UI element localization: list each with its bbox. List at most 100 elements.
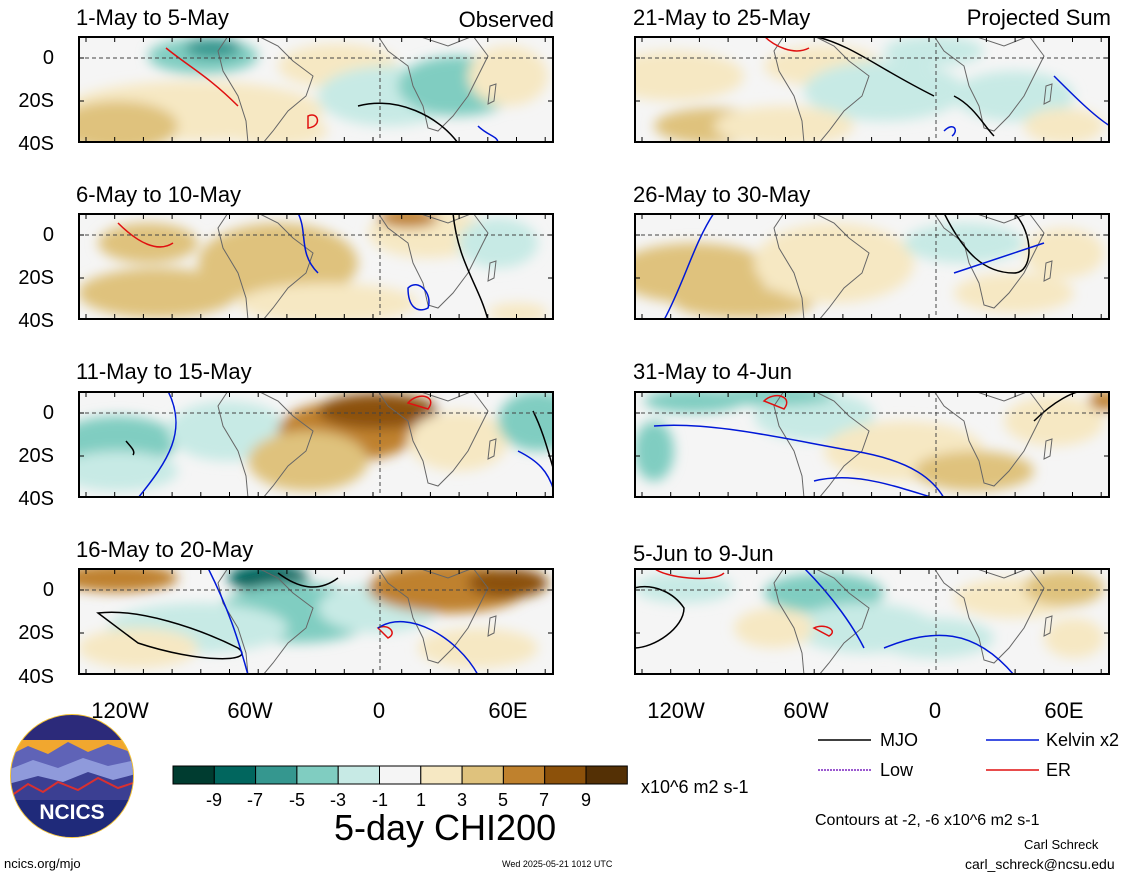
ncics-logo: NCICS [10,714,134,838]
panel-title-7: 31-May to 4-Jun [633,359,792,384]
wave-contour [165,47,239,107]
colorbar-swatch [461,765,504,785]
panel-label-observed: Observed [458,7,554,32]
wave-contour [653,568,725,580]
wave-contour [812,625,834,637]
anomaly-region [78,268,238,318]
colorbar-title: 5-day CHI200 [334,807,557,848]
colorbar-units: x10^6 m2 s-1 [641,777,749,797]
logo-text: NCICS [39,801,104,824]
wave-contour [407,284,430,311]
anomaly-region [78,628,198,668]
wave-contour [634,586,685,649]
legend-er-label: ER [1046,760,1072,780]
anomaly-region [185,38,241,58]
africa-outline [377,391,489,487]
anomaly-region [238,283,418,320]
south-america-outline [217,391,314,498]
madagascar-outline [1043,83,1053,105]
madagascar-outline [1043,615,1053,637]
site-url[interactable]: ncics.org/mjo [4,856,81,871]
anomaly-region [78,451,178,491]
legend-kelvin-label: Kelvin x2 [1046,730,1120,750]
anomaly-region [804,61,964,121]
panel-title-2: 6-May to 10-May [76,182,242,207]
anomaly-region [458,218,538,268]
colorbar-tick: -1 [371,790,388,810]
madagascar-outline [487,83,497,105]
anomaly-region [78,568,178,592]
colorbar-tick: 7 [538,790,549,810]
lon-label: 60E [1044,698,1084,723]
africa-outline [933,213,1045,309]
madagascar-outline [487,615,497,637]
africa-outline [377,213,489,309]
anomaly-region [674,288,814,318]
lon-label: 60W [227,698,273,723]
lat-label: 40S [18,310,54,332]
anomaly-region [418,628,538,668]
wave-contour [883,634,1015,675]
wave-contour [943,126,956,137]
anomaly-region [378,213,438,228]
colorbar-tick: -5 [288,790,305,810]
anomaly-region [1024,570,1104,606]
panel-title-6: 26-May to 30-May [633,182,811,207]
wave-contour [137,391,177,498]
anomaly-region [1089,391,1110,411]
anomaly-region [874,618,994,658]
wave-contour [117,222,174,248]
lon-label: 60W [783,698,829,723]
anomaly-region [78,101,178,143]
anomaly-region [1024,108,1104,143]
anomaly-region [198,223,358,303]
map-panel-1 [78,36,554,143]
map-panel-5 [634,36,1110,143]
wave-contour [406,395,432,410]
anomaly-region [1024,228,1104,278]
lon-label: 120W [91,698,149,723]
map-panel-6 [634,213,1110,320]
anomaly-region [714,106,854,143]
lat-label: 0 [42,224,54,246]
wave-contour [803,568,865,649]
wave-contour [1053,75,1110,127]
lat-label: 20S [18,267,54,289]
legend-mjo-label: MJO [880,730,918,750]
colorbar-tick: -9 [205,790,222,810]
anomaly-region [468,46,548,106]
madagascar-outline [487,260,497,282]
colorbar-swatch [544,765,587,785]
map-panel-4 [78,568,554,675]
wave-contour [377,620,479,675]
wave-contour [277,572,339,588]
anomaly-region [634,243,774,303]
legend-low-label: Low [880,760,914,780]
colorbar-tick: 1 [415,790,426,810]
colorbar-swatch [585,765,628,785]
colorbar-swatch [172,765,215,785]
south-america-outline [773,568,870,675]
wave-contour [297,213,319,274]
author-email[interactable]: carl_schreck@ncsu.edu [965,856,1115,872]
anomaly-region [408,411,508,471]
anomaly-region [914,451,1034,491]
panel-title-5: 21-May to 25-May [633,5,811,30]
africa-outline [933,568,1045,664]
africa-outline [377,36,489,132]
colorbar-tick: 9 [580,790,591,810]
colorbar-tick: -3 [329,790,346,810]
colorbar-tick: 5 [497,790,508,810]
wave-contour [96,611,243,660]
lon-label: 0 [372,698,386,723]
contours-note: Contours at -2, -6 x10^6 m2 s-1 [815,812,1040,829]
wave-contour [357,102,459,143]
madagascar-outline [487,438,497,460]
wave-contour [762,394,788,410]
anomaly-region [634,421,674,481]
lat-label: 0 [42,402,54,424]
colorbar-tick: 3 [456,790,467,810]
lat-label: 20S [18,90,54,112]
anomaly-region [1004,396,1104,446]
lon-label: 0 [928,698,942,723]
